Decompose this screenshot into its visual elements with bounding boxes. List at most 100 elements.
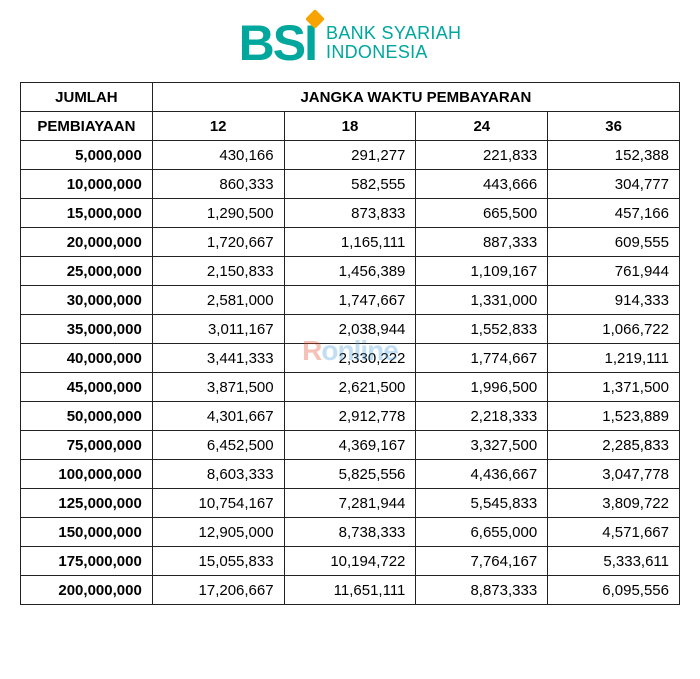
cell-amount: 75,000,000 (21, 431, 153, 460)
cell-t18: 4,369,167 (284, 431, 416, 460)
cell-t18: 7,281,944 (284, 489, 416, 518)
logo-abbr-text: BSI (239, 15, 316, 71)
table-row: 200,000,00017,206,66711,651,1118,873,333… (21, 576, 680, 605)
table-row: 35,000,0003,011,1672,038,9441,552,8331,0… (21, 315, 680, 344)
table-row: 20,000,0001,720,6671,165,111887,333609,5… (21, 228, 680, 257)
cell-t24: 443,666 (416, 170, 548, 199)
logo-fulltext: BANK SYARIAH INDONESIA (326, 24, 461, 62)
cell-t12: 3,441,333 (152, 344, 284, 373)
cell-amount: 25,000,000 (21, 257, 153, 286)
table-row: 125,000,00010,754,1677,281,9445,545,8333… (21, 489, 680, 518)
cell-amount: 100,000,000 (21, 460, 153, 489)
table-row: 10,000,000860,333582,555443,666304,777 (21, 170, 680, 199)
cell-t24: 5,545,833 (416, 489, 548, 518)
cell-t12: 1,290,500 (152, 199, 284, 228)
cell-t36: 5,333,611 (548, 547, 680, 576)
cell-t18: 10,194,722 (284, 547, 416, 576)
cell-t36: 304,777 (548, 170, 680, 199)
cell-t18: 291,277 (284, 141, 416, 170)
table-row: 15,000,0001,290,500873,833665,500457,166 (21, 199, 680, 228)
table-row: 25,000,0002,150,8331,456,3891,109,167761… (21, 257, 680, 286)
table-row: 30,000,0002,581,0001,747,6671,331,000914… (21, 286, 680, 315)
cell-t24: 1,109,167 (416, 257, 548, 286)
cell-amount: 35,000,000 (21, 315, 153, 344)
cell-t12: 10,754,167 (152, 489, 284, 518)
th-pembiayaan: PEMBIAYAAN (21, 112, 153, 141)
cell-t36: 457,166 (548, 199, 680, 228)
cell-amount: 15,000,000 (21, 199, 153, 228)
cell-t36: 1,219,111 (548, 344, 680, 373)
th-jangka: JANGKA WAKTU PEMBAYARAN (152, 83, 679, 112)
cell-t18: 1,747,667 (284, 286, 416, 315)
table-row: 45,000,0003,871,5002,621,5001,996,5001,3… (21, 373, 680, 402)
cell-t18: 2,621,500 (284, 373, 416, 402)
cell-t18: 8,738,333 (284, 518, 416, 547)
cell-t24: 1,774,667 (416, 344, 548, 373)
cell-amount: 50,000,000 (21, 402, 153, 431)
th-tenor-18: 18 (284, 112, 416, 141)
cell-t36: 3,047,778 (548, 460, 680, 489)
cell-t24: 8,873,333 (416, 576, 548, 605)
cell-t12: 17,206,667 (152, 576, 284, 605)
table-row: 100,000,0008,603,3335,825,5564,436,6673,… (21, 460, 680, 489)
cell-amount: 5,000,000 (21, 141, 153, 170)
cell-t18: 2,912,778 (284, 402, 416, 431)
cell-t24: 4,436,667 (416, 460, 548, 489)
cell-amount: 40,000,000 (21, 344, 153, 373)
cell-t24: 221,833 (416, 141, 548, 170)
cell-t12: 4,301,667 (152, 402, 284, 431)
cell-t24: 665,500 (416, 199, 548, 228)
cell-t12: 2,150,833 (152, 257, 284, 286)
logo-abbr: BSI (239, 14, 316, 72)
cell-t24: 2,218,333 (416, 402, 548, 431)
cell-t12: 1,720,667 (152, 228, 284, 257)
cell-t24: 1,996,500 (416, 373, 548, 402)
cell-amount: 200,000,000 (21, 576, 153, 605)
table-row: 150,000,00012,905,0008,738,3336,655,0004… (21, 518, 680, 547)
cell-t36: 2,285,833 (548, 431, 680, 460)
cell-amount: 150,000,000 (21, 518, 153, 547)
cell-t36: 4,571,667 (548, 518, 680, 547)
table-head-row-1: JUMLAH JANGKA WAKTU PEMBAYARAN (21, 83, 680, 112)
logo-line2: INDONESIA (326, 43, 461, 62)
cell-t24: 3,327,500 (416, 431, 548, 460)
table-row: 50,000,0004,301,6672,912,7782,218,3331,5… (21, 402, 680, 431)
cell-t36: 3,809,722 (548, 489, 680, 518)
cell-t24: 7,764,167 (416, 547, 548, 576)
cell-amount: 10,000,000 (21, 170, 153, 199)
cell-amount: 125,000,000 (21, 489, 153, 518)
cell-amount: 175,000,000 (21, 547, 153, 576)
table-row: 5,000,000430,166291,277221,833152,388 (21, 141, 680, 170)
table-row: 175,000,00015,055,83310,194,7227,764,167… (21, 547, 680, 576)
bsi-logo: BSI BANK SYARIAH INDONESIA (239, 14, 462, 72)
table-head-row-2: PEMBIAYAAN 12 18 24 36 (21, 112, 680, 141)
cell-t36: 1,066,722 (548, 315, 680, 344)
cell-t18: 2,330,222 (284, 344, 416, 373)
cell-t18: 11,651,111 (284, 576, 416, 605)
cell-t12: 3,871,500 (152, 373, 284, 402)
cell-t36: 152,388 (548, 141, 680, 170)
cell-t36: 1,523,889 (548, 402, 680, 431)
cell-t18: 1,165,111 (284, 228, 416, 257)
cell-t24: 1,552,833 (416, 315, 548, 344)
cell-t36: 609,555 (548, 228, 680, 257)
cell-t18: 1,456,389 (284, 257, 416, 286)
cell-t24: 1,331,000 (416, 286, 548, 315)
cell-t12: 6,452,500 (152, 431, 284, 460)
table-row: 40,000,0003,441,3332,330,2221,774,6671,2… (21, 344, 680, 373)
cell-amount: 45,000,000 (21, 373, 153, 402)
table-body: 5,000,000430,166291,277221,833152,38810,… (21, 141, 680, 605)
cell-t12: 15,055,833 (152, 547, 284, 576)
cell-t36: 914,333 (548, 286, 680, 315)
cell-t12: 860,333 (152, 170, 284, 199)
cell-t12: 12,905,000 (152, 518, 284, 547)
table-row: 75,000,0006,452,5004,369,1673,327,5002,2… (21, 431, 680, 460)
cell-amount: 20,000,000 (21, 228, 153, 257)
table-region: JUMLAH JANGKA WAKTU PEMBAYARAN PEMBIAYAA… (0, 82, 700, 621)
th-tenor-12: 12 (152, 112, 284, 141)
cell-t18: 582,555 (284, 170, 416, 199)
logo-region: BSI BANK SYARIAH INDONESIA (0, 0, 700, 82)
cell-t18: 873,833 (284, 199, 416, 228)
cell-t24: 887,333 (416, 228, 548, 257)
cell-t36: 6,095,556 (548, 576, 680, 605)
